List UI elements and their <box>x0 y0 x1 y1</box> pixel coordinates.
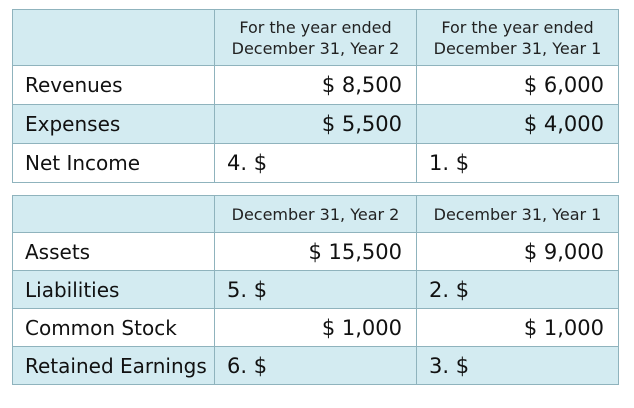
balance-sheet-table: December 31, Year 2 December 31, Year 1 … <box>12 195 619 385</box>
row-label-net-income: Net Income <box>12 143 215 183</box>
assets-year1: $ 9,000 <box>416 232 619 271</box>
revenues-year2: $ 8,500 <box>214 65 417 105</box>
header-year2: For the year ended December 31, Year 2 <box>214 9 417 66</box>
row-label-liabilities: Liabilities <box>12 270 215 309</box>
assets-year2: $ 15,500 <box>214 232 417 271</box>
retained-earnings-year2-blank: 6. $ <box>214 346 417 385</box>
income-statement-table: For the year ended December 31, Year 2 F… <box>12 9 619 183</box>
common-stock-year2: $ 1,000 <box>214 308 417 347</box>
header-empty-cell <box>12 195 215 233</box>
header-year2: December 31, Year 2 <box>214 195 417 233</box>
row-label-expenses: Expenses <box>12 104 215 144</box>
retained-earnings-year1-blank: 3. $ <box>416 346 619 385</box>
row-label-common-stock: Common Stock <box>12 308 215 347</box>
header-year1: For the year ended December 31, Year 1 <box>416 9 619 66</box>
table-row: Liabilities 5. $ 2. $ <box>12 270 619 309</box>
common-stock-year1: $ 1,000 <box>416 308 619 347</box>
expenses-year2: $ 5,500 <box>214 104 417 144</box>
table-row: Retained Earnings 6. $ 3. $ <box>12 346 619 385</box>
table-row: Expenses $ 5,500 $ 4,000 <box>12 104 619 144</box>
table-row: Revenues $ 8,500 $ 6,000 <box>12 65 619 105</box>
expenses-year1: $ 4,000 <box>416 104 619 144</box>
header-year2-line2: December 31, Year 2 <box>231 38 400 58</box>
header-year1-line1: For the year ended <box>441 17 594 37</box>
table-row: Assets $ 15,500 $ 9,000 <box>12 232 619 271</box>
net-income-year1-blank: 1. $ <box>416 143 619 183</box>
header-empty-cell <box>12 9 215 66</box>
liabilities-year2-blank: 5. $ <box>214 270 417 309</box>
row-label-assets: Assets <box>12 232 215 271</box>
table-row: Common Stock $ 1,000 $ 1,000 <box>12 308 619 347</box>
row-label-revenues: Revenues <box>12 65 215 105</box>
table-header-row: For the year ended December 31, Year 2 F… <box>12 9 619 66</box>
table-header-row: December 31, Year 2 December 31, Year 1 <box>12 195 619 233</box>
header-year1-line2: December 31, Year 1 <box>433 38 602 58</box>
net-income-year2-blank: 4. $ <box>214 143 417 183</box>
header-year1: December 31, Year 1 <box>416 195 619 233</box>
table-row: Net Income 4. $ 1. $ <box>12 143 619 183</box>
revenues-year1: $ 6,000 <box>416 65 619 105</box>
liabilities-year1-blank: 2. $ <box>416 270 619 309</box>
row-label-retained-earnings: Retained Earnings <box>12 346 215 385</box>
header-year2-line1: For the year ended <box>239 17 392 37</box>
